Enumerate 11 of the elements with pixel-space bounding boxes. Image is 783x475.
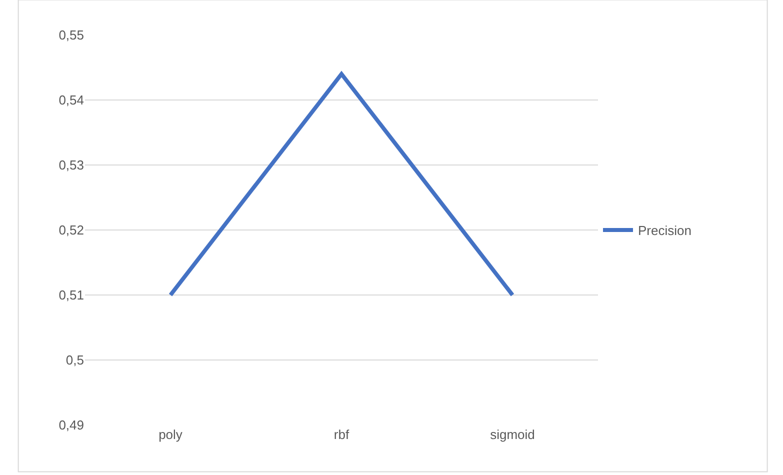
y-tick-label: 0,55 — [58, 28, 84, 43]
y-tick-label: 0,49 — [58, 418, 84, 433]
x-tick-label: poly — [158, 427, 183, 442]
x-tick-label: rbf — [334, 427, 350, 442]
x-tick-label: sigmoid — [490, 427, 535, 442]
y-tick-label: 0,52 — [58, 222, 84, 238]
y-tick-label: 0,53 — [58, 158, 84, 173]
y-tick-label: 0,54 — [58, 92, 84, 108]
y-tick-label: 0,5 — [66, 352, 84, 368]
y-tick-label: 0,51 — [58, 288, 84, 303]
legend-label: Precision — [638, 223, 692, 238]
